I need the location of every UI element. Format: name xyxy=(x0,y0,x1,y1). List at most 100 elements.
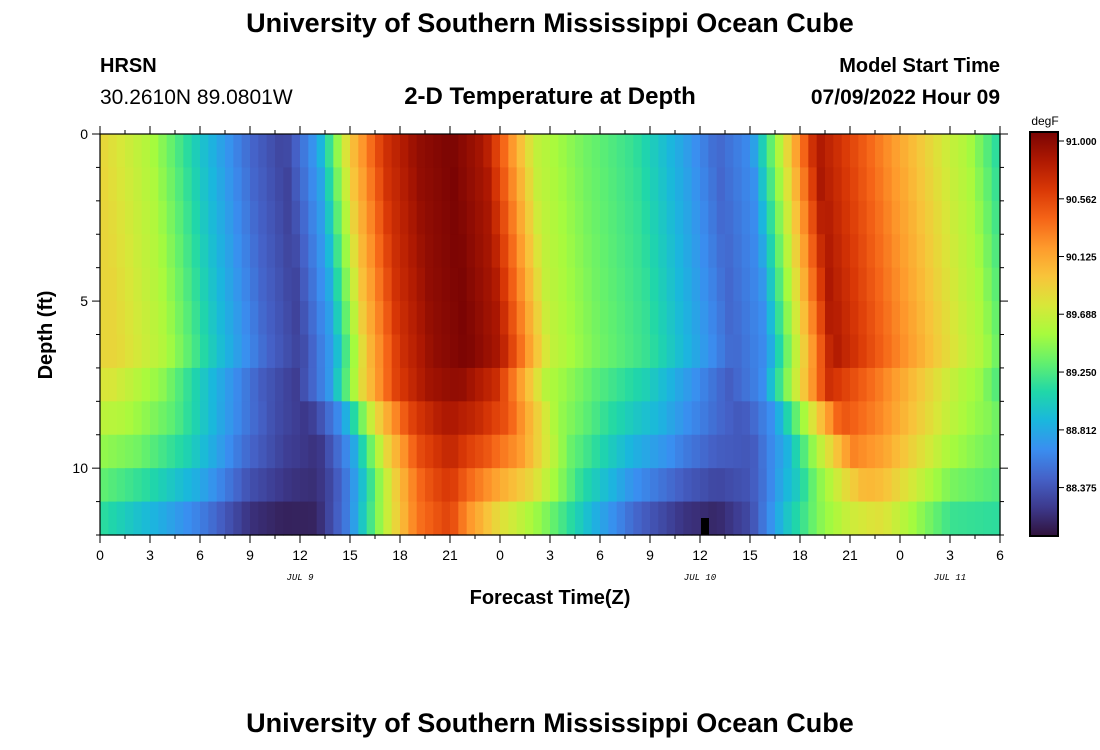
heatmap-cell xyxy=(300,200,309,235)
heatmap-cell xyxy=(400,200,409,235)
heatmap-cell xyxy=(691,234,701,269)
heatmap-cell xyxy=(416,367,426,402)
heatmap-cell xyxy=(958,401,968,436)
heatmap-cell xyxy=(916,134,926,169)
heatmap-cell xyxy=(408,267,418,302)
heatmap-cell xyxy=(983,134,993,169)
heatmap-cell xyxy=(408,167,418,202)
heatmap-cell xyxy=(900,167,909,202)
heatmap-cell xyxy=(658,301,668,336)
heatmap-cell xyxy=(350,301,359,336)
heatmap-cell xyxy=(975,434,984,469)
heatmap-cell xyxy=(125,367,134,402)
heatmap-cell xyxy=(133,367,143,402)
heatmap-cell xyxy=(850,267,859,302)
heatmap-cell xyxy=(841,234,851,269)
heatmap-cell xyxy=(708,267,718,302)
heatmap-cell xyxy=(700,167,709,202)
heatmap-cell xyxy=(691,334,701,369)
heatmap-cell xyxy=(858,267,868,302)
heatmap-cell xyxy=(666,167,676,202)
heatmap-cell xyxy=(800,367,809,402)
x-tick-label: 0 xyxy=(496,547,504,563)
heatmap-cell xyxy=(808,401,818,436)
heatmap-cell xyxy=(133,267,143,302)
heatmap-cell xyxy=(891,200,901,235)
heatmap-cell xyxy=(291,367,301,402)
heatmap-cell xyxy=(775,334,784,369)
heatmap-cell xyxy=(700,434,709,469)
heatmap-cell xyxy=(733,401,743,436)
heatmap-cell xyxy=(208,200,218,235)
heatmap-cell xyxy=(958,200,968,235)
heatmap-cell xyxy=(308,334,318,369)
heatmap-cell xyxy=(200,501,209,536)
heatmap-cell xyxy=(950,200,959,235)
heatmap-cell xyxy=(966,334,976,369)
heatmap-cell xyxy=(425,267,434,302)
heatmap-cell xyxy=(200,267,209,302)
heatmap-cell xyxy=(666,367,676,402)
heatmap-cell xyxy=(600,134,609,169)
heatmap-cell xyxy=(300,301,309,336)
heatmap-cell xyxy=(400,167,409,202)
heatmap-cell xyxy=(541,167,551,202)
heatmap-cell xyxy=(291,434,301,469)
heatmap-cell xyxy=(766,367,776,402)
heatmap-cell xyxy=(800,434,809,469)
heatmap-cell xyxy=(775,200,784,235)
heatmap-cell xyxy=(450,501,459,536)
heatmap-cell xyxy=(516,468,526,503)
heatmap-cell xyxy=(825,200,834,235)
heatmap-cell xyxy=(516,267,526,302)
heatmap-cell xyxy=(375,367,384,402)
heatmap-cell xyxy=(183,401,193,436)
heatmap-cell xyxy=(600,234,609,269)
heatmap-cell xyxy=(325,434,334,469)
heatmap-cell xyxy=(525,468,534,503)
x-tick-label: 0 xyxy=(96,547,104,563)
heatmap-cell xyxy=(583,401,593,436)
heatmap-cell xyxy=(841,267,851,302)
heatmap-cell xyxy=(475,267,484,302)
x-tick-label: 15 xyxy=(342,547,358,563)
heatmap-cell xyxy=(616,167,626,202)
heatmap-cell xyxy=(683,401,693,436)
heatmap-cell xyxy=(766,167,776,202)
heatmap-cell xyxy=(941,200,951,235)
heatmap-cell xyxy=(716,468,726,503)
heatmap-cell xyxy=(758,501,768,536)
heatmap-cell xyxy=(833,434,843,469)
heatmap-cell xyxy=(333,134,343,169)
heatmap-cell xyxy=(650,334,659,369)
heatmap-cell xyxy=(716,234,726,269)
heatmap-cell xyxy=(500,401,509,436)
heatmap-cell xyxy=(641,401,651,436)
heatmap-cell xyxy=(900,468,909,503)
heatmap-cell xyxy=(708,501,718,536)
heatmap-cell xyxy=(325,234,334,269)
heatmap-cell xyxy=(841,334,851,369)
heatmap-cell xyxy=(983,367,993,402)
heatmap-cell xyxy=(708,401,718,436)
heatmap-cell xyxy=(716,200,726,235)
heatmap-cell xyxy=(883,234,893,269)
heatmap-cell xyxy=(225,434,234,469)
heatmap-cell xyxy=(475,234,484,269)
heatmap-cell xyxy=(591,301,601,336)
heatmap-cell xyxy=(475,367,484,402)
x-tick-label: 15 xyxy=(742,547,758,563)
heatmap-cell xyxy=(791,167,801,202)
heatmap-cell xyxy=(650,200,659,235)
heatmap-cell xyxy=(675,334,684,369)
heatmap-cell xyxy=(908,501,918,536)
heatmap-cell xyxy=(241,200,251,235)
heatmap-cell xyxy=(850,167,859,202)
heatmap-cell xyxy=(283,200,293,235)
heatmap-cell xyxy=(825,334,834,369)
heatmap-cell xyxy=(850,200,859,235)
heatmap-cell xyxy=(475,434,484,469)
heatmap-cell xyxy=(275,501,284,536)
heatmap-cell xyxy=(175,234,184,269)
heatmap-cell xyxy=(183,267,193,302)
